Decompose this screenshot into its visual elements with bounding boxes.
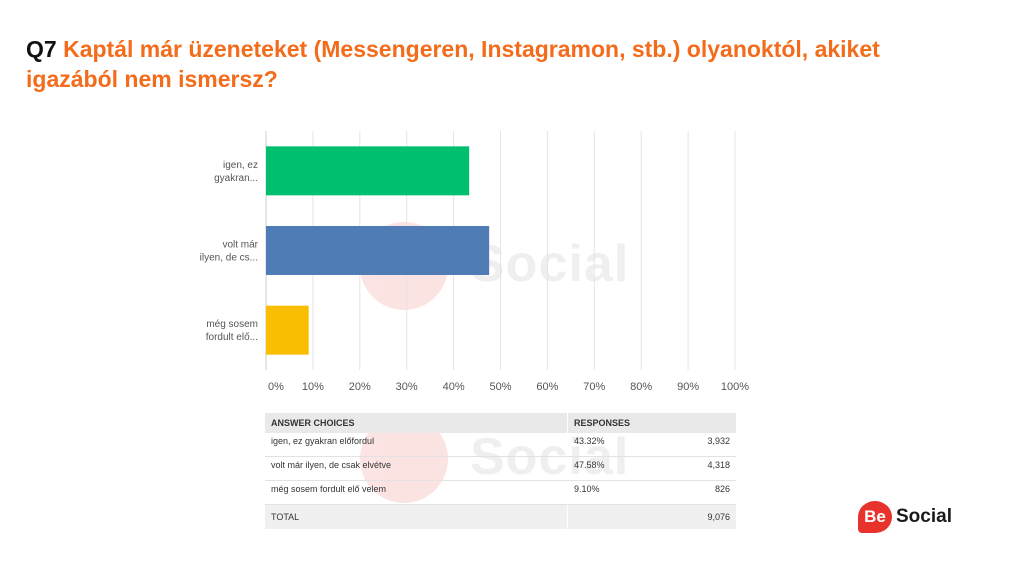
- answer-choice: volt már ilyen, de csak elvétve: [265, 456, 568, 481]
- response-count: 4,318: [660, 456, 736, 481]
- question-text: Kaptál már üzeneteket (Messengeren, Inst…: [26, 36, 880, 92]
- category-label: ilyen, de cs...: [200, 253, 258, 264]
- header-answer-choices: ANSWER CHOICES: [265, 413, 568, 433]
- bar: [266, 146, 470, 196]
- x-tick-labels: 0% 10% 20% 30% 40% 50% 60% 70% 80% 90% 100%: [268, 381, 749, 393]
- answer-choice: még sosem fordult elő velem: [265, 480, 568, 505]
- response-percent: 47.58%: [566, 456, 661, 481]
- x-tick-label: 50%: [489, 381, 511, 393]
- question-number: Q7: [26, 36, 57, 62]
- response-percent: 43.32%: [566, 433, 661, 457]
- category-label: még sosem: [206, 319, 258, 330]
- response-count: 826: [660, 480, 736, 505]
- header-responses: RESPONSES: [567, 413, 736, 433]
- logo-badge-icon: Be: [858, 501, 892, 533]
- x-tick-label: 20%: [349, 381, 371, 393]
- x-tick-label: 0%: [268, 381, 284, 393]
- x-tick-label: 90%: [677, 381, 699, 393]
- bar: [266, 305, 309, 355]
- chart-bars: [266, 146, 490, 355]
- bar-chart: igen, ez gyakran... volt már ilyen, de cs..…: [200, 131, 749, 393]
- x-tick-label: 70%: [583, 381, 605, 393]
- responses-table: ANSWER CHOICES RESPONSES igen, ez gyakra…: [265, 413, 736, 529]
- x-tick-label: 30%: [396, 381, 418, 393]
- table-header-row: ANSWER CHOICES RESPONSES: [265, 413, 736, 433]
- x-tick-label: 100%: [721, 381, 749, 393]
- x-tick-label: 40%: [443, 381, 465, 393]
- response-percent: 9.10%: [566, 480, 661, 505]
- answer-choice: igen, ez gyakran előfordul: [265, 433, 568, 457]
- category-label: igen, ez: [223, 160, 258, 171]
- bar: [266, 226, 490, 275]
- total-count: 9,076: [660, 504, 736, 529]
- x-tick-label: 80%: [630, 381, 652, 393]
- table-row: még sosem fordult elő velem 9.10% 826: [265, 480, 736, 505]
- total-label: TOTAL: [265, 504, 568, 529]
- response-count: 3,932: [660, 433, 736, 457]
- category-label: volt már: [222, 240, 258, 251]
- table-total-row: TOTAL 9,076: [265, 504, 736, 529]
- table-row: igen, ez gyakran előfordul 43.32% 3,932: [265, 433, 736, 457]
- logo-text: Social: [896, 506, 952, 527]
- category-label: fordult elő...: [206, 332, 258, 343]
- besocial-logo: Be Social: [858, 500, 952, 534]
- total-percent-empty: [566, 504, 661, 529]
- category-labels: igen, ez gyakran... volt már ilyen, de cs..…: [200, 160, 259, 343]
- x-tick-label: 60%: [536, 381, 558, 393]
- x-tick-label: 10%: [302, 381, 324, 393]
- table-row: volt már ilyen, de csak elvétve 47.58% 4…: [265, 456, 736, 481]
- slide-title: Q7 Kaptál már üzeneteket (Messengeren, I…: [26, 34, 966, 94]
- category-label: gyakran...: [214, 173, 258, 184]
